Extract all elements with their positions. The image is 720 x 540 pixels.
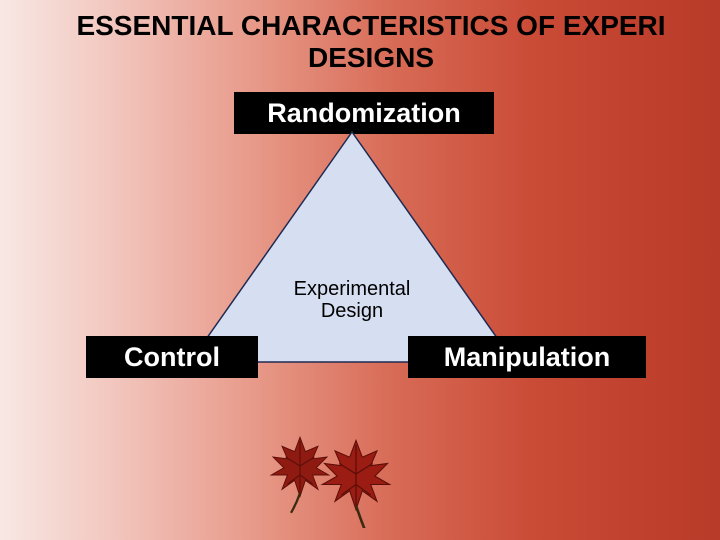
box-control-label: Control bbox=[124, 342, 220, 373]
title-line-1: ESSENTIAL CHARACTERISTICS OF EXPERI bbox=[76, 10, 665, 41]
triangle-label-line2: Design bbox=[321, 300, 383, 322]
box-manipulation: Manipulation bbox=[408, 336, 646, 378]
slide-title: ESSENTIAL CHARACTERISTICS OF EXPERI DESI… bbox=[22, 10, 720, 74]
box-control: Control bbox=[86, 336, 258, 378]
title-line-2: DESIGNS bbox=[308, 42, 434, 73]
box-randomization: Randomization bbox=[234, 92, 494, 134]
box-randomization-label: Randomization bbox=[267, 98, 461, 129]
triangle-shape bbox=[188, 130, 516, 364]
triangle-label-line1: Experimental bbox=[294, 278, 411, 300]
triangle-diagram: Experimental Design bbox=[188, 130, 516, 364]
box-manipulation-label: Manipulation bbox=[444, 342, 610, 373]
triangle-label: Experimental Design bbox=[188, 278, 516, 322]
maple-leaves-icon bbox=[260, 418, 420, 528]
